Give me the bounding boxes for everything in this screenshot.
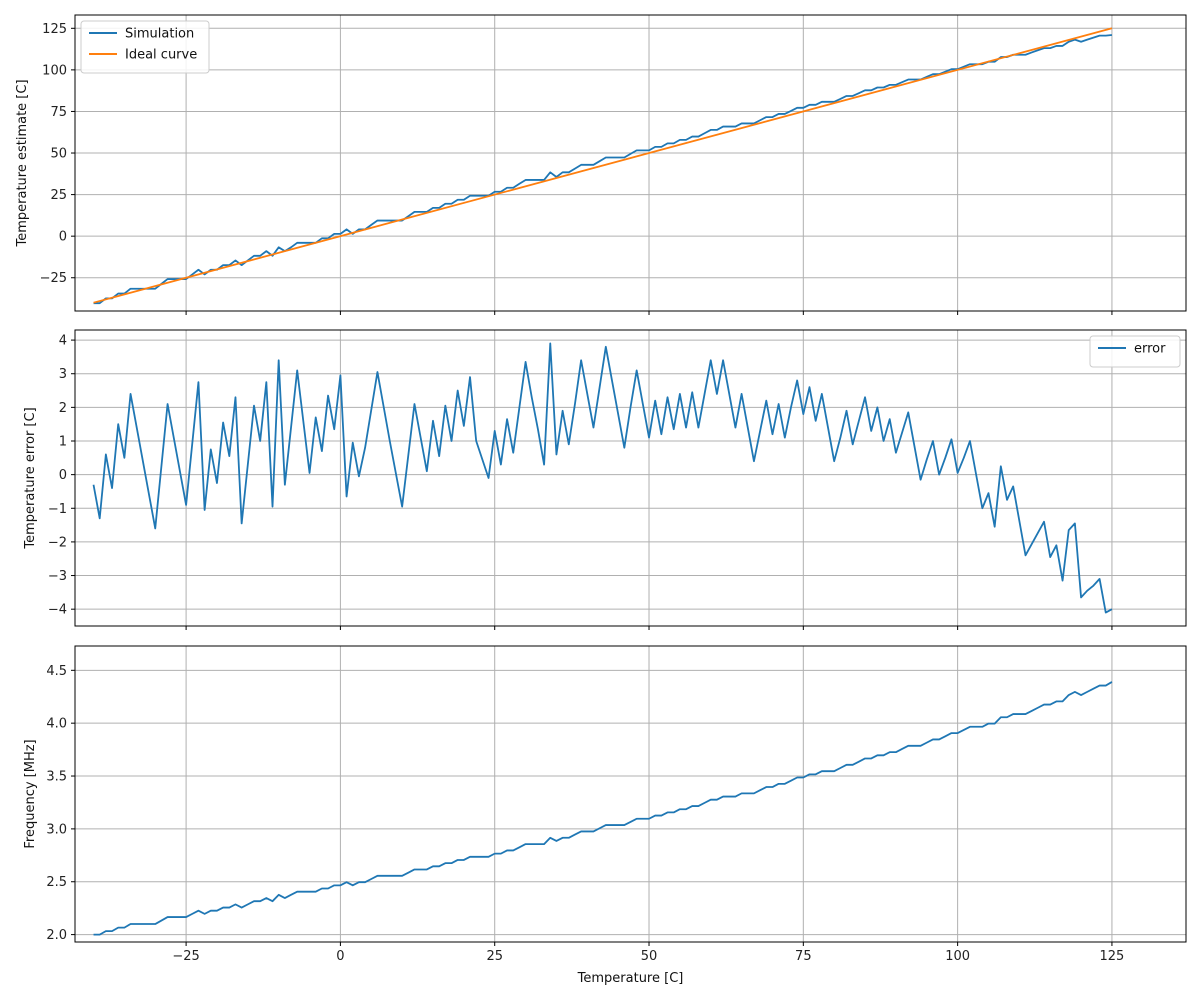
y-tick-label: −4: [48, 603, 67, 618]
y-tick-label: 3.0: [46, 822, 67, 837]
grid-lines-frequency: [75, 646, 1186, 942]
grid-lines-temperature-estimate: [75, 15, 1186, 311]
y-tick-label: 2.5: [46, 875, 67, 890]
x-tick-label: 0: [336, 949, 344, 964]
y-tick-label: 0: [59, 230, 67, 245]
chart-temperature-estimate: −25 0 25 50 75 100 125 Temperature estimate [C]…: [15, 14, 1187, 315]
y-tick-label: 1: [59, 435, 67, 450]
series-line-simulation: [93, 34, 1113, 305]
series-line-error: [92, 342, 1113, 614]
series-line-ideal-curve: [93, 27, 1113, 304]
x-axis-label: Temperature [C]: [577, 971, 684, 986]
x-tick-label: 25: [486, 949, 503, 964]
y-tick-label: 75: [50, 105, 67, 120]
y-tick-label: 25: [50, 188, 67, 203]
legend: error: [1089, 335, 1181, 368]
axes-frame: [74, 645, 1187, 943]
x-tick-label: 75: [795, 949, 812, 964]
axes-frame: [74, 329, 1187, 627]
y-tick-label: 0: [59, 468, 67, 483]
legend-label: error: [1134, 342, 1166, 357]
y-tick-label: 50: [50, 147, 67, 162]
y-tick-label: 100: [42, 63, 67, 78]
y-tick-label: 4.5: [46, 664, 67, 679]
y-tick-label: 125: [42, 22, 67, 37]
y-tick-label: −25: [40, 271, 67, 286]
y-tick-label: 4.0: [46, 717, 67, 732]
axes-frame: [74, 14, 1187, 312]
y-tick-label: −1: [48, 502, 67, 517]
y-tick-label: 3.5: [46, 770, 67, 785]
x-tick-label: 125: [1100, 949, 1125, 964]
y-tick-label: 3: [59, 367, 67, 382]
chart-frequency: −25 0 25 50 75 100 125 2.0 2.5 3.0 3.5 4.0 4.5 Freque…: [23, 645, 1187, 986]
x-tick-label: 100: [945, 949, 970, 964]
legend-box: [1089, 335, 1181, 368]
x-tick-label: 50: [641, 949, 658, 964]
y-tick-label: −3: [48, 569, 67, 584]
y-tick-label: −2: [48, 535, 67, 550]
legend-label: Ideal curve: [125, 48, 197, 63]
legend: Simulation Ideal curve: [80, 20, 210, 74]
legend-label: Simulation: [125, 27, 194, 42]
y-tick-label: 2.0: [46, 928, 67, 943]
y-tick-label: 2: [59, 401, 67, 416]
chart-temperature-error: −4 −3 −2 −1 0 1 2 3 4 Temperature error [C] error: [23, 329, 1187, 630]
y-axis-label: Frequency [MHz]: [23, 739, 38, 848]
y-tick-label: 4: [59, 334, 67, 349]
y-axis-label: Temperature estimate [C]: [15, 79, 30, 247]
series-line-frequency: [93, 681, 1113, 936]
x-tick-label: −25: [172, 949, 199, 964]
y-axis-label: Temperature error [C]: [23, 407, 38, 549]
